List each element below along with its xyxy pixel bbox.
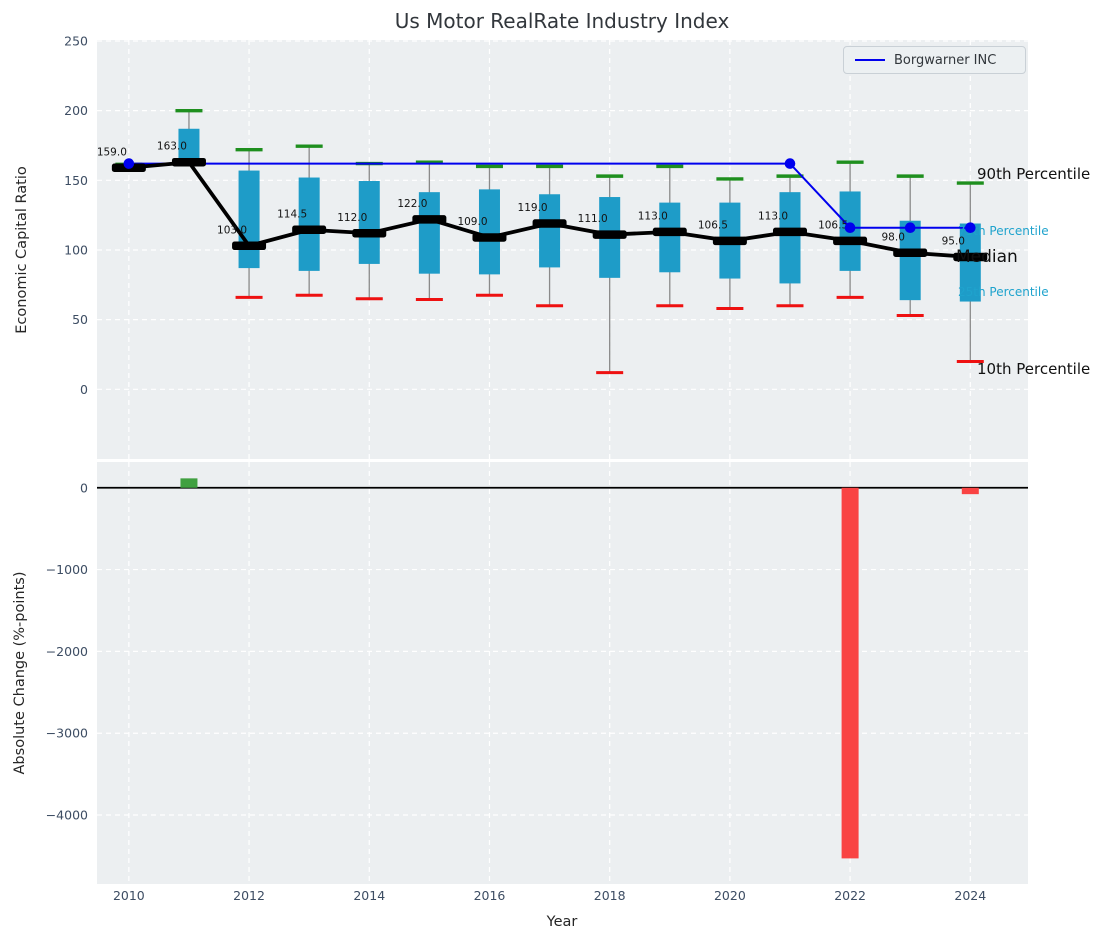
median-dash-2021 bbox=[772, 227, 807, 237]
y-tick-label: 150 bbox=[64, 173, 88, 188]
borgwarner-marker-2021 bbox=[784, 158, 796, 169]
median-value-label-2019: 113.0 bbox=[638, 210, 668, 222]
median-value-label-2016: 109.0 bbox=[457, 216, 487, 228]
median-dash-2016 bbox=[472, 233, 507, 242]
borgwarner-marker-2024 bbox=[965, 222, 976, 233]
median-value-label-2020: 106.5 bbox=[698, 219, 728, 231]
y-tick-label: 200 bbox=[64, 103, 88, 118]
borgwarner-marker-2023 bbox=[904, 222, 916, 233]
median-dash-2019 bbox=[652, 227, 687, 237]
median-dash-2024 bbox=[953, 252, 988, 262]
iqr-box-2024 bbox=[959, 223, 981, 302]
y-tick-label: −1000 bbox=[46, 562, 88, 577]
median-value-label-2014: 112.0 bbox=[337, 212, 367, 224]
median-dash-2011 bbox=[171, 157, 206, 167]
iqr-box-2019 bbox=[659, 202, 681, 273]
bottom-plot-background bbox=[97, 462, 1028, 884]
x-axis-label: Year bbox=[546, 914, 578, 930]
change-bar-2022 bbox=[841, 487, 859, 859]
legend: Borgwarner INC bbox=[843, 46, 1026, 74]
legend-label: Borgwarner INC bbox=[894, 52, 997, 68]
x-tick-label: 2014 bbox=[353, 888, 385, 903]
median-dash-2017 bbox=[532, 219, 567, 228]
annotation-median: Median bbox=[956, 247, 1018, 267]
annotation-90th-percentile: 90th Percentile bbox=[977, 165, 1090, 183]
median-dash-2018 bbox=[592, 230, 627, 239]
x-tick-label: 2012 bbox=[233, 888, 265, 903]
y-tick-label: 100 bbox=[64, 242, 88, 257]
y-tick-label: 50 bbox=[72, 312, 88, 327]
x-tick-label: 2022 bbox=[834, 888, 866, 903]
median-value-label-2021: 113.0 bbox=[758, 210, 788, 222]
iqr-box-2017 bbox=[539, 194, 561, 268]
company-marker-layer bbox=[123, 158, 976, 233]
y-tick-label: −4000 bbox=[46, 808, 88, 823]
median-value-label-2023: 98.0 bbox=[882, 231, 905, 243]
median-value-label-2018: 111.0 bbox=[578, 213, 608, 225]
x-tick-label: 2016 bbox=[474, 888, 506, 903]
y-tick-label: 0 bbox=[80, 382, 88, 397]
y-tick-label: 0 bbox=[80, 480, 88, 495]
median-value-label-2022: 106.5 bbox=[818, 219, 848, 231]
annotation-10th-percentile: 10th Percentile bbox=[977, 360, 1090, 378]
median-value-label-2011: 163.0 bbox=[157, 141, 187, 153]
median-value-label-2012: 103.0 bbox=[217, 224, 247, 236]
annotation-25th-percentile: 25th Percentile bbox=[958, 285, 1049, 299]
y-tick-label: −3000 bbox=[46, 726, 88, 741]
change-bar-2024 bbox=[961, 487, 979, 495]
iqr-box-2016 bbox=[478, 189, 500, 275]
annotation-75th-percentile: 75th Percentile bbox=[958, 224, 1049, 238]
percentile-annotations: 90th Percentile 75th Percentile Median 2… bbox=[956, 165, 1090, 378]
iqr-box-2023 bbox=[899, 220, 921, 301]
median-dash-2014 bbox=[352, 229, 387, 238]
median-value-label-2015: 122.0 bbox=[397, 198, 427, 210]
x-tick-label: 2010 bbox=[113, 888, 145, 903]
chart-title: Us Motor RealRate Industry Index bbox=[394, 9, 730, 33]
median-dash-2013 bbox=[292, 225, 327, 235]
chart-render-layer: 0 50 100 150 200 250 0 −1000 −2000 −3000 −4000 2010… bbox=[46, 33, 1028, 903]
median-value-label-2010: 159.0 bbox=[97, 146, 127, 158]
median-value-label-2017: 119.0 bbox=[518, 202, 548, 214]
y-tick-label: 250 bbox=[64, 33, 88, 48]
x-tick-label: 2020 bbox=[714, 888, 746, 903]
x-tick-label: 2024 bbox=[954, 888, 986, 903]
iqr-box-2021 bbox=[779, 192, 801, 284]
median-dash-2015 bbox=[412, 215, 447, 224]
legend-line-sample bbox=[855, 59, 885, 61]
borgwarner-marker-2010 bbox=[123, 158, 135, 169]
iqr-box-2011 bbox=[178, 128, 200, 162]
change-bar-2011 bbox=[180, 478, 198, 488]
median-value-label-2024: 95.0 bbox=[942, 235, 965, 247]
median-dash-2023 bbox=[893, 248, 928, 258]
x-tick-label: 2018 bbox=[594, 888, 626, 903]
median-dash-2022 bbox=[833, 236, 868, 246]
median-dash-2020 bbox=[712, 236, 747, 246]
iqr-box-2012 bbox=[238, 170, 260, 269]
iqr-box-2014 bbox=[358, 181, 380, 264]
median-dash-2012 bbox=[232, 241, 267, 251]
borgwarner-marker-2022 bbox=[844, 222, 856, 233]
y-tick-label: −2000 bbox=[46, 644, 88, 659]
iqr-box-2013 bbox=[298, 177, 320, 271]
iqr-box-2015 bbox=[418, 192, 440, 274]
median-value-label-2013: 114.5 bbox=[277, 208, 307, 220]
